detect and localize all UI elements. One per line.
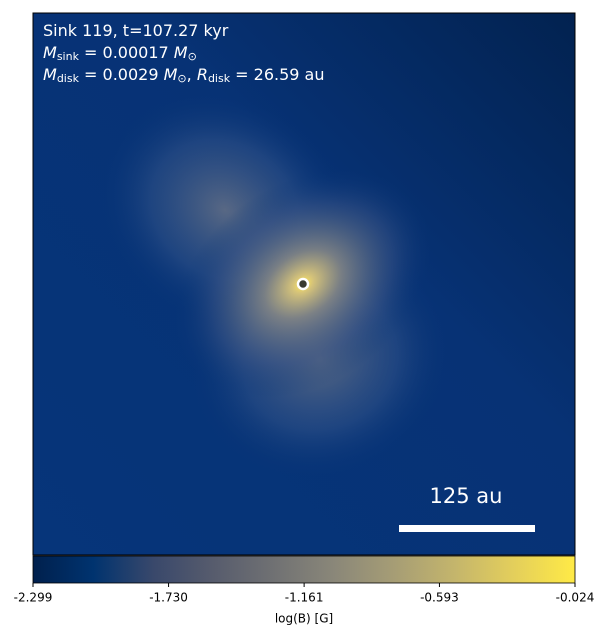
frame [32, 12, 576, 556]
sink-marker [296, 277, 310, 291]
annotation: Sink 119, t=107.27 kyr [43, 21, 229, 40]
image [33, 13, 575, 555]
colorbar [32, 555, 576, 584]
colorbar-tick-label: -1.161 [285, 591, 324, 605]
colorbar-tick-label: -2.299 [14, 591, 53, 605]
colorbar-tick-label: -1.730 [149, 591, 188, 605]
colorbar-tick-label: -0.024 [556, 591, 595, 605]
annotation: Msink = 0.00017 M⊙ [43, 43, 197, 64]
scale-bar-label: 125 au [430, 484, 503, 508]
annotation: Mdisk = 0.0029 M⊙, Rdisk = 26.59 au [43, 65, 325, 86]
colorbar-label: log(B) [G] [275, 612, 333, 626]
colorbar-tick-label: -0.593 [420, 591, 459, 605]
scale-bar [399, 525, 535, 532]
